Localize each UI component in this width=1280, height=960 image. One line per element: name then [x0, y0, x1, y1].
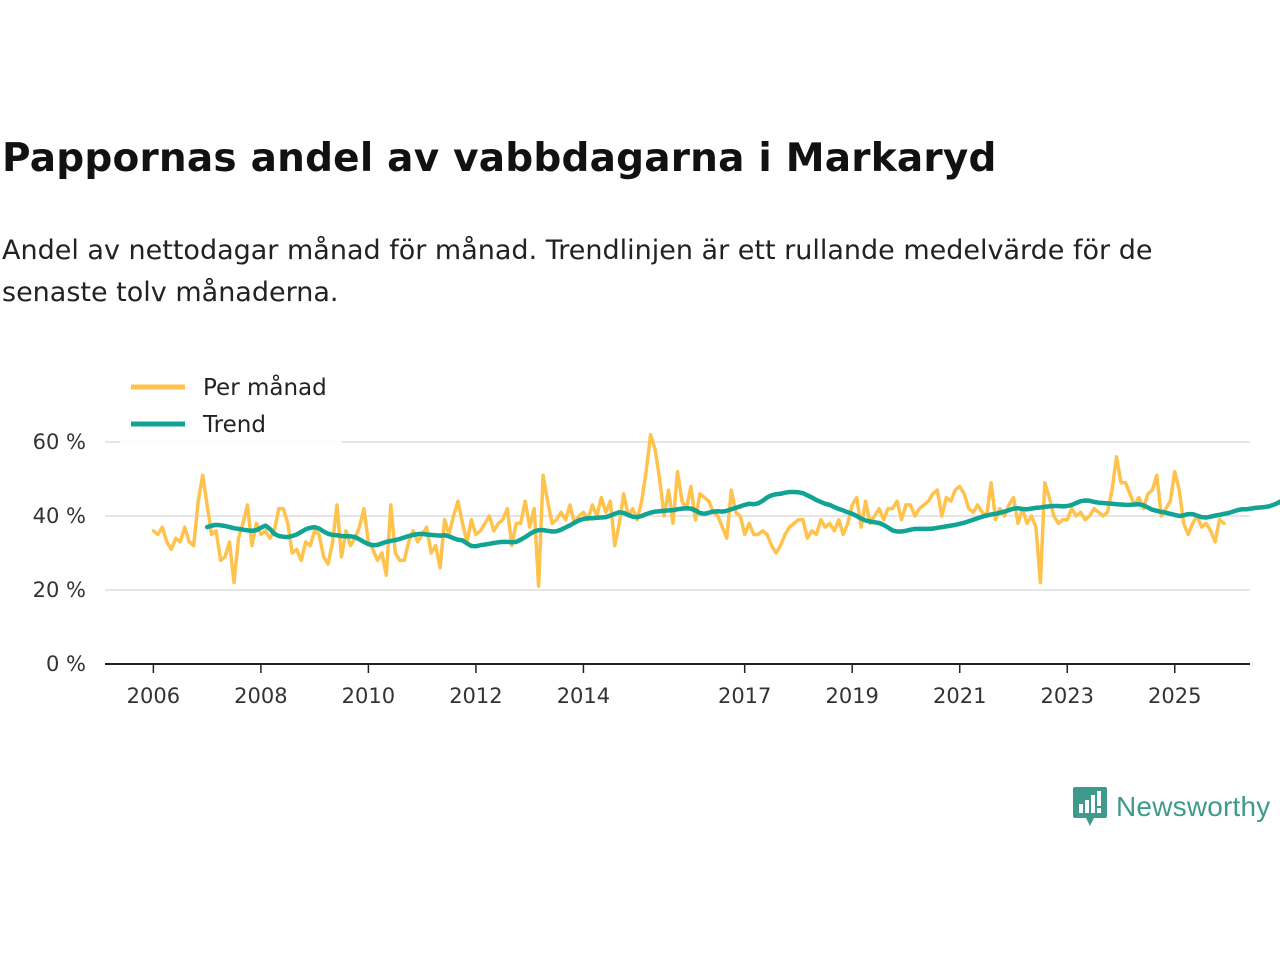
y-tick-label: 20 % [33, 578, 86, 602]
x-tick-label: 2017 [718, 684, 771, 708]
chart-subtitle: Andel av nettodagar månad för månad. Tre… [2, 235, 1153, 308]
series-line-trend [204, 489, 1280, 549]
brand-name: Newsworthy [1116, 791, 1271, 822]
y-tick-label: 0 % [46, 652, 86, 676]
legend-label: Trend [202, 412, 266, 438]
x-tick-label: 2006 [127, 684, 180, 708]
y-axis-ticks: 0 % 20 % 40 % 60 % [33, 430, 86, 676]
series-line-per-manad [151, 432, 1226, 589]
x-tick-label: 2019 [825, 684, 878, 708]
newsworthy-brand[interactable]: Newsworthy [1072, 786, 1270, 828]
x-tick-label: 2012 [449, 684, 502, 708]
legend: Per månad Trend [120, 370, 342, 444]
legend-label: Per månad [203, 373, 327, 401]
x-axis-ticks: 2006 2008 2010 2012 2014 2017 2019 2021 2023 2025 [127, 664, 1201, 708]
x-tick-label: 2010 [342, 684, 395, 708]
x-tick-label: 2023 [1041, 684, 1094, 708]
x-tick-label: 2025 [1148, 684, 1201, 708]
y-tick-label: 60 % [33, 430, 86, 454]
x-tick-label: 2014 [557, 684, 610, 708]
newsworthy-logo-icon [1073, 787, 1107, 826]
legend-background [120, 370, 342, 444]
series-lines [151, 432, 1280, 589]
x-tick-label: 2008 [234, 684, 287, 708]
x-tick-label: 2021 [933, 684, 986, 708]
y-tick-label: 40 % [33, 504, 86, 528]
chart-title: Pappornas andel av vabbdagarna i Markary… [2, 136, 997, 181]
line-chart: 0 % 20 % 40 % 60 % 2006 2008 2010 2012 2014 2017… [33, 370, 1280, 708]
